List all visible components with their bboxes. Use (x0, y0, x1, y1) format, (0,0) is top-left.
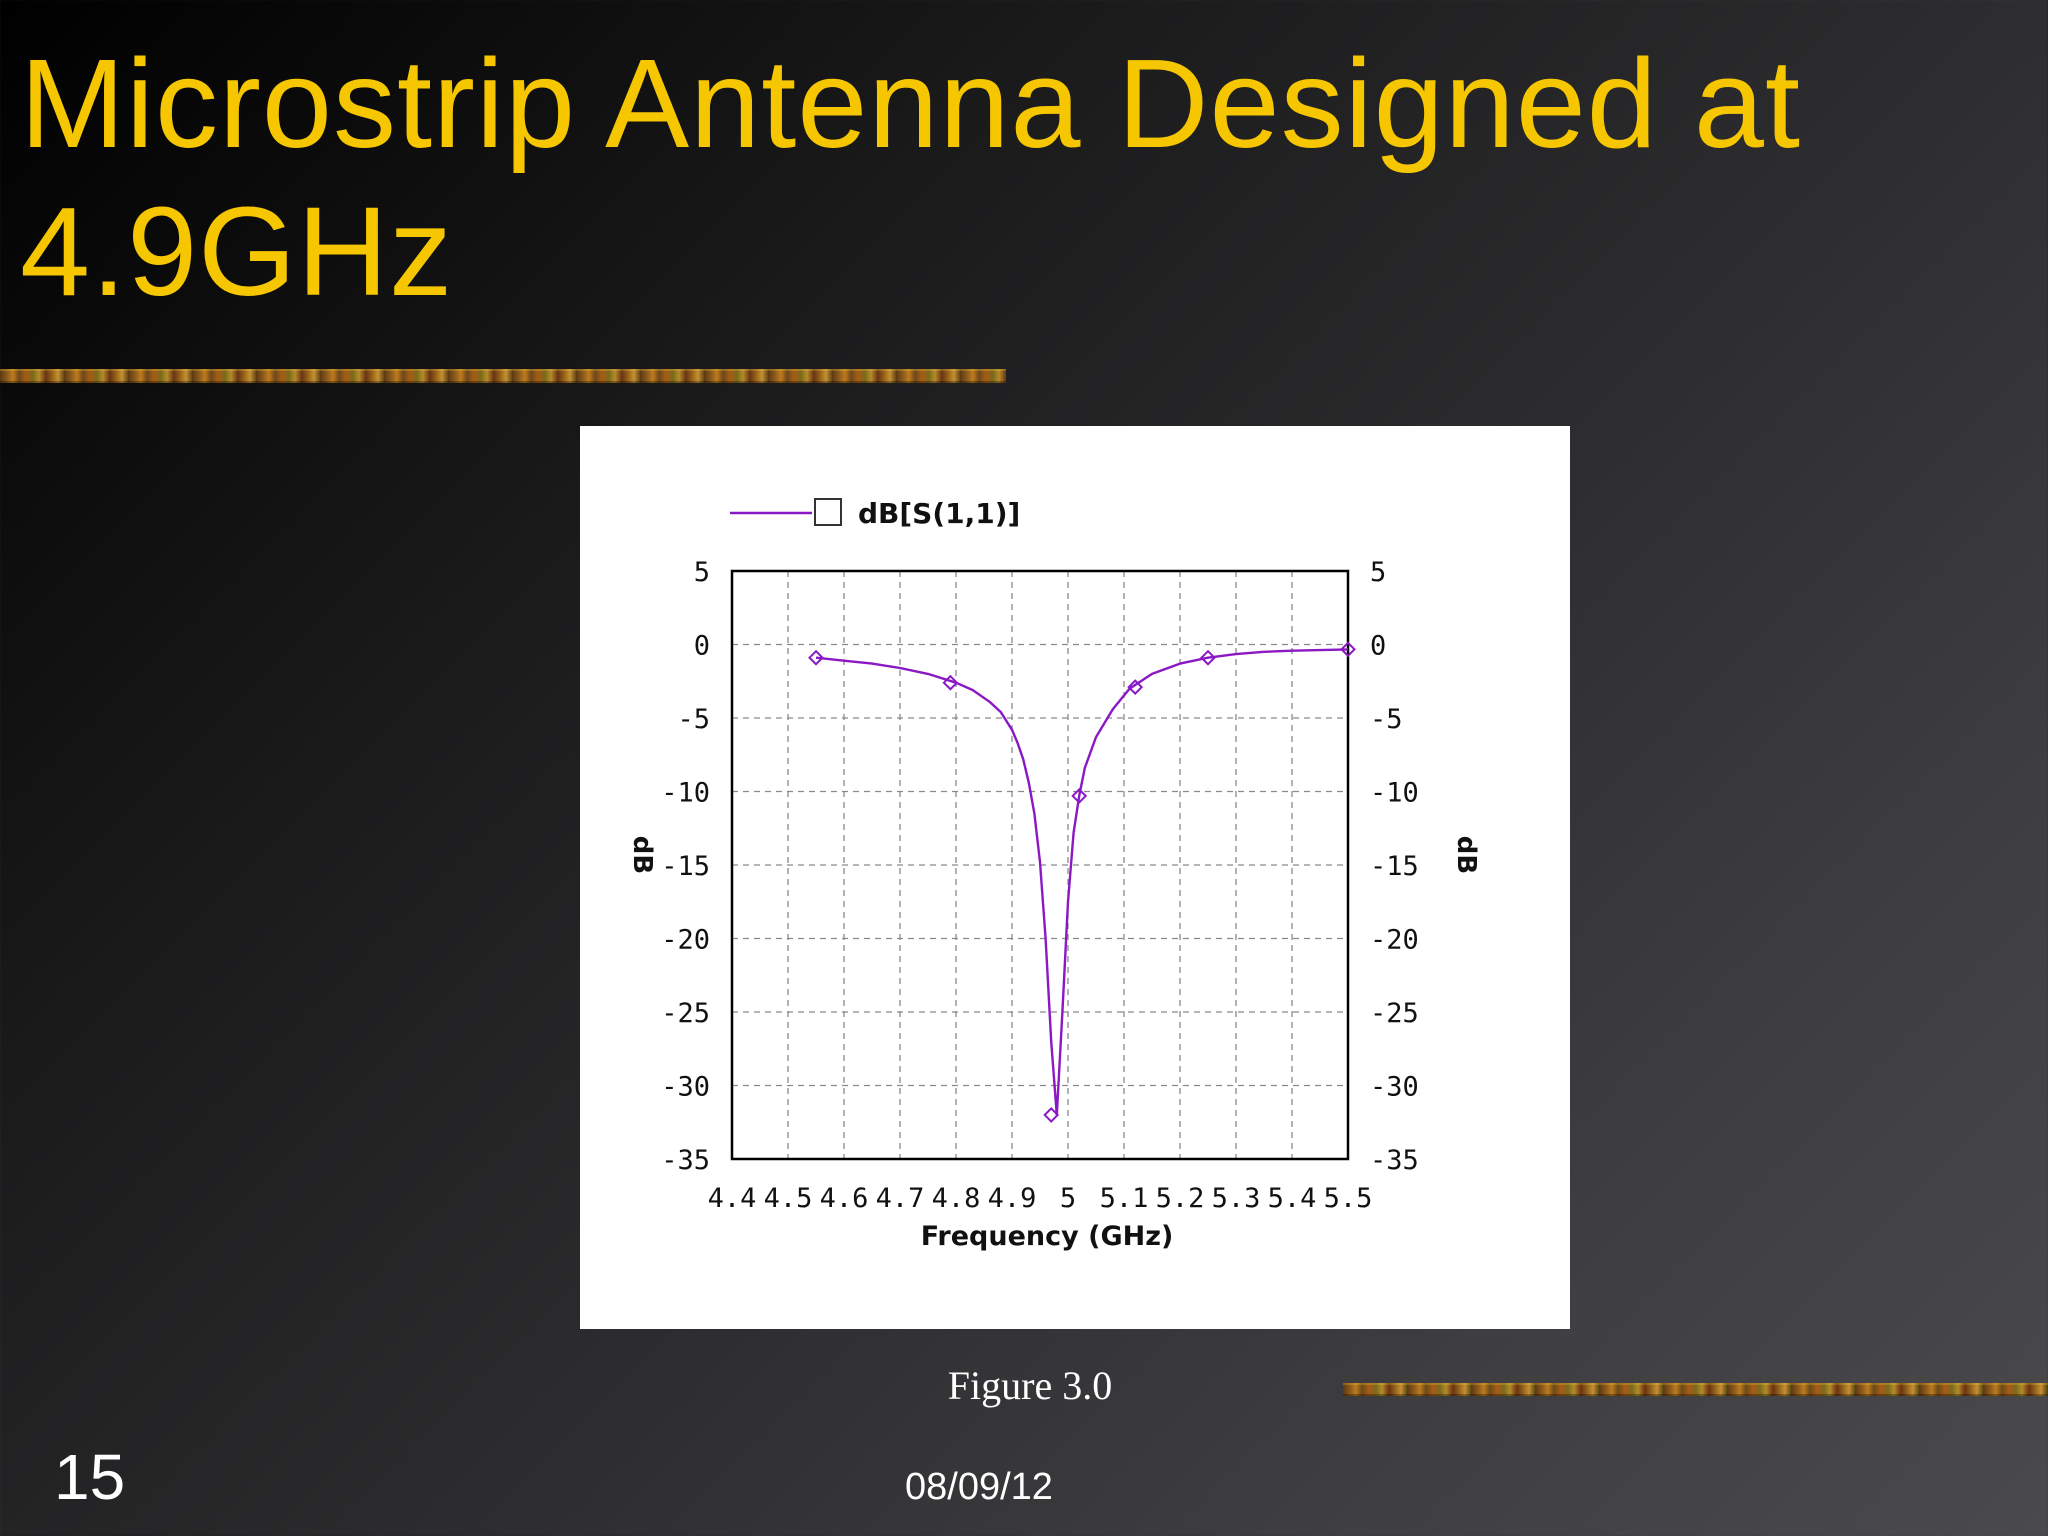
y-tick-label-right: -20 (1370, 925, 1419, 956)
series-line-s11 (815, 648, 1349, 1117)
slide-number: 15 (54, 1441, 126, 1513)
series-marker (1127, 679, 1144, 696)
series-marker (1200, 649, 1216, 666)
x-tick-label: 5.5 (1324, 1183, 1373, 1214)
footer-decoration (1343, 1383, 2048, 1396)
y-tick-label-left: -15 (661, 851, 710, 882)
series-marker (808, 649, 824, 666)
y-tick-label-left: -35 (661, 1145, 710, 1176)
y-tick-label-right: 5 (1370, 557, 1386, 588)
chart-grid (732, 571, 1348, 1159)
y-tick-label-right: -25 (1370, 998, 1419, 1029)
x-tick-label: 5.1 (1100, 1183, 1149, 1214)
series-marker (1071, 787, 1088, 804)
x-tick-label: 4.9 (988, 1183, 1037, 1214)
y-tick-label-left: -20 (661, 925, 710, 956)
y-tick-label-left: -25 (661, 998, 710, 1029)
y-tick-label-right: -30 (1370, 1072, 1419, 1103)
y-tick-label-left: 5 (694, 557, 710, 588)
x-tick-label: 4.7 (876, 1183, 925, 1214)
legend: dB[S(1,1)] (730, 497, 1020, 530)
y-tick-label-left: -5 (677, 704, 710, 735)
s11-chart: 4.4 4.5 4.6 4.7 4.8 4.9 5 5.1 5.2 5.3 5.4 5.5 5 5 0 0 -5… (627, 497, 1481, 1252)
x-axis-label: Frequency (GHz) (921, 1221, 1174, 1252)
x-tick-label: 5.3 (1212, 1183, 1261, 1214)
x-tick-label: 4.5 (764, 1183, 813, 1214)
y-axis-label-left: dB (627, 836, 657, 874)
y-axis-label-right: dB (1451, 836, 1481, 874)
chart-panel: 4.4 4.5 4.6 4.7 4.8 4.9 5 5.1 5.2 5.3 5.4 5.5 5 5 0 0 -5… (580, 426, 1570, 1329)
figure-caption: Figure 3.0 (947, 1363, 1113, 1408)
series-marker (1043, 1106, 1060, 1123)
tick-labels: 4.4 4.5 4.6 4.7 4.8 4.9 5 5.1 5.2 5.3 5.4 5.5 5 5 0 0 -5… (661, 557, 1419, 1214)
x-tick-label: 5 (1060, 1183, 1076, 1214)
x-tick-label: 4.8 (932, 1183, 981, 1214)
y-tick-label-left: -30 (661, 1072, 710, 1103)
title-underline-decoration (0, 369, 1006, 383)
y-tick-label-right: -10 (1370, 778, 1419, 809)
y-tick-label-left: 0 (694, 631, 710, 662)
x-tick-label: 5.2 (1156, 1183, 1205, 1214)
slide-title: Microstrip Antenna Designed at 4.9GHz (20, 33, 1801, 322)
curve-layer (808, 641, 1356, 1123)
x-tick-label: 4.6 (820, 1183, 869, 1214)
x-tick-label: 5.4 (1268, 1183, 1317, 1214)
series-marker (1340, 641, 1356, 658)
legend-label: dB[S(1,1)] (858, 497, 1020, 530)
plot-frame (730, 569, 1350, 1161)
y-tick-label-right: -35 (1370, 1145, 1419, 1176)
legend-checkbox[interactable] (814, 498, 842, 526)
slide-date: 08/09/12 (905, 1466, 1053, 1508)
y-tick-label-left: -10 (661, 778, 710, 809)
y-tick-label-right: -15 (1370, 851, 1419, 882)
y-tick-label-right: 0 (1370, 631, 1386, 662)
y-tick-label-right: -5 (1370, 704, 1403, 735)
x-tick-label: 4.4 (708, 1183, 757, 1214)
series-marker (942, 674, 959, 691)
